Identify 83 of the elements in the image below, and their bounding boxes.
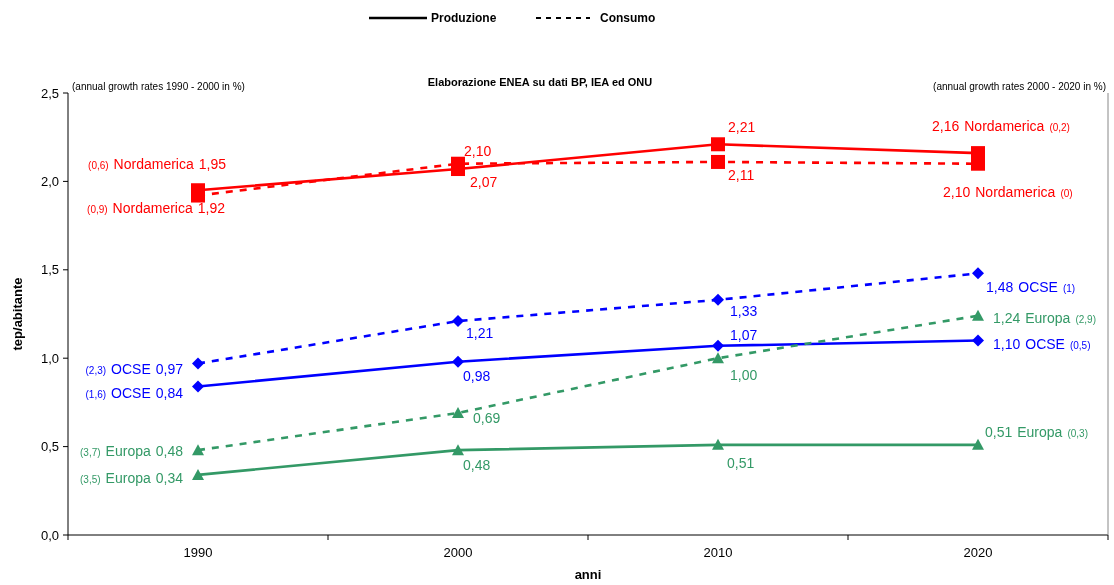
data-label: 0,97: [155, 360, 184, 377]
annotation: (1): [1062, 283, 1076, 295]
y-tick-label: 0,0: [40, 527, 59, 543]
point: [972, 309, 984, 321]
data-label: 1,10: [993, 335, 1021, 352]
x-tick-label: 2020: [963, 545, 993, 560]
y-tick-label: 1,0: [40, 350, 59, 366]
data-label: 0,51: [985, 423, 1013, 440]
point: [972, 267, 984, 280]
point: [712, 438, 724, 450]
point: [192, 468, 204, 480]
data-label: 2,16: [932, 118, 960, 135]
text: Europa: [105, 443, 151, 460]
point: [192, 444, 204, 456]
point: [452, 355, 464, 368]
data-label: 1,24: [993, 309, 1021, 326]
text: (annual growth rates 1990 - 2000 in %): [72, 81, 245, 92]
data-label: 1,21: [466, 325, 494, 342]
annotation: (0,5): [1069, 339, 1091, 351]
point: [711, 154, 725, 169]
point: [972, 334, 984, 347]
point: [452, 444, 464, 456]
data-label: 1,95: [198, 156, 227, 173]
data-label: 2,10: [943, 183, 971, 200]
data-label: 0,48: [155, 443, 184, 460]
y-tick-label: 2,5: [40, 85, 59, 101]
point: [712, 352, 724, 364]
text: Nordamerica: [964, 118, 1045, 135]
point: [712, 339, 724, 352]
text: Elaborazione ENEA su dati BP, IEA ed ONU: [427, 76, 653, 88]
text: OCSE: [111, 360, 151, 377]
text: Europa: [105, 469, 151, 486]
data-label: 2,10: [464, 142, 492, 159]
point: [192, 357, 204, 370]
annotation: (1,6): [85, 389, 107, 401]
annotation: (3,7): [80, 447, 101, 459]
x-axis-title: anni: [574, 567, 602, 582]
point: [711, 137, 725, 152]
y-tick-label: 1,5: [40, 262, 59, 278]
text: Produzione: [431, 11, 497, 25]
annotation: (0): [1060, 187, 1073, 199]
text: OCSE: [1025, 335, 1065, 352]
data-label: 2,21: [728, 119, 756, 136]
text: Consumo: [600, 11, 656, 25]
y-axis-title: tep/abitante: [10, 277, 25, 351]
data-label: 0,48: [463, 457, 491, 474]
data-label: 1,33: [730, 302, 758, 319]
data-label: 1,07: [730, 326, 758, 343]
annotation: (0,2): [1049, 122, 1070, 134]
annotation: (2,3): [85, 364, 107, 376]
data-label: 1,48: [986, 279, 1014, 296]
text: OCSE: [1018, 279, 1058, 296]
text: Europa: [1025, 309, 1071, 326]
data-label: 2,07: [470, 174, 498, 191]
point: [972, 438, 984, 450]
data-label: 0,69: [473, 410, 501, 427]
data-label: 2,11: [728, 166, 755, 183]
annotation: (0,6): [88, 160, 109, 172]
point: [452, 315, 464, 328]
annotation: (2,9): [1075, 313, 1096, 325]
point: [452, 407, 464, 419]
text: (annual growth rates 2000 - 2020 in %): [933, 81, 1106, 92]
data-label: 0,34: [155, 469, 184, 486]
annotation: (3,5): [80, 473, 101, 485]
x-tick-label: 1990: [183, 545, 213, 560]
point: [712, 293, 724, 306]
text: OCSE: [111, 385, 151, 402]
annotation: (0,9): [87, 203, 108, 215]
point: [192, 380, 204, 393]
data-label: 0,51: [727, 454, 755, 471]
text: Europa: [1017, 423, 1063, 440]
data-label: 1,92: [197, 199, 226, 216]
annotation: (0,3): [1067, 427, 1088, 439]
series-label: Nordamerica: [112, 199, 193, 216]
data-label: 0,84: [155, 385, 184, 402]
data-label: 0,98: [463, 367, 491, 384]
text: Nordamerica: [975, 183, 1056, 200]
y-tick-label: 0,5: [40, 439, 59, 455]
y-tick-label: 2,0: [40, 173, 59, 189]
data-label: 1,00: [730, 367, 758, 384]
x-tick-label: 2010: [703, 545, 733, 560]
series-label: Nordamerica: [113, 156, 194, 173]
x-tick-label: 2000: [443, 545, 473, 560]
